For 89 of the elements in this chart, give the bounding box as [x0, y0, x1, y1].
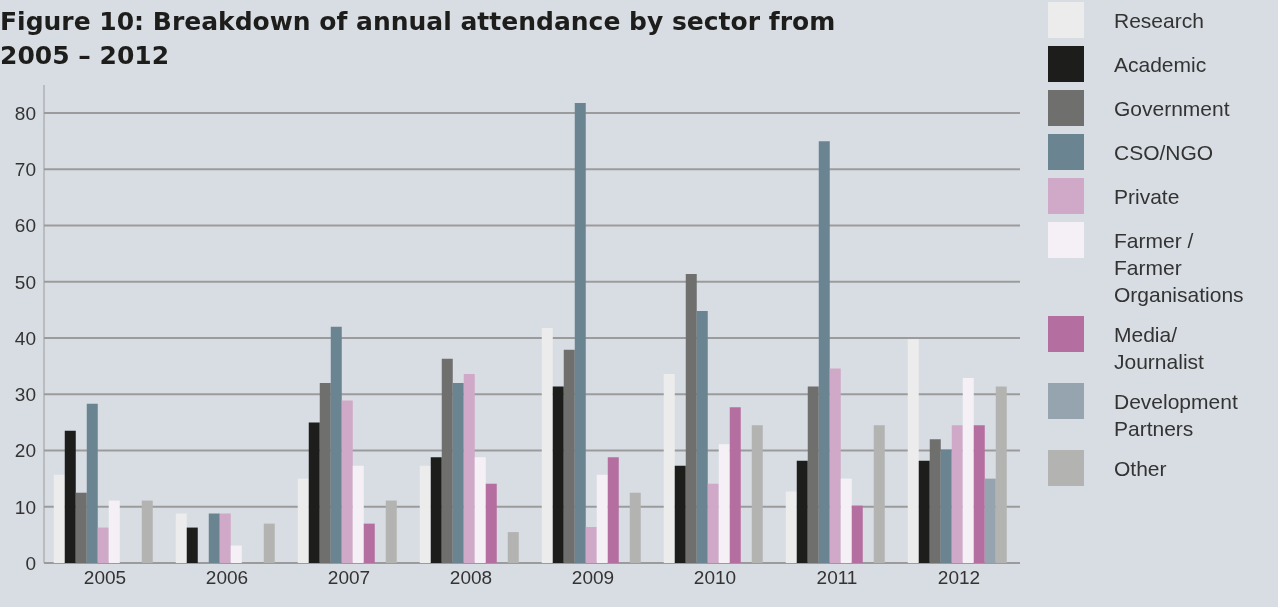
bar	[86, 403, 98, 563]
bar	[984, 478, 996, 563]
bar	[319, 383, 331, 563]
legend-label: Other	[1114, 456, 1168, 482]
bar	[918, 460, 930, 563]
bar	[219, 513, 231, 563]
x-tick-label: 2009	[571, 567, 615, 589]
bar	[363, 523, 375, 563]
x-tick-label: 2005	[83, 567, 127, 589]
bar	[585, 527, 597, 563]
bar	[53, 474, 65, 563]
y-tick-label: 50	[14, 271, 36, 293]
y-tick-label: 60	[14, 215, 36, 237]
bar	[175, 513, 187, 563]
bar	[341, 400, 353, 563]
y-tick-label: 40	[14, 327, 36, 349]
bar	[663, 374, 675, 563]
x-tick-label: 2010	[693, 567, 737, 589]
bar	[64, 430, 76, 563]
bar	[563, 349, 575, 563]
y-tick-label: 80	[14, 102, 36, 124]
bar	[97, 527, 109, 563]
bar	[951, 425, 963, 563]
bar	[718, 444, 730, 563]
bar	[297, 478, 309, 563]
legend-label: Academic	[1114, 52, 1208, 78]
bar	[629, 492, 641, 563]
bar	[818, 141, 830, 563]
x-tick-label: 2007	[327, 567, 371, 589]
bar	[829, 368, 841, 563]
bar	[308, 422, 320, 563]
legend-label: Research	[1114, 8, 1205, 34]
bar	[230, 545, 242, 563]
y-tick-label: 20	[14, 440, 36, 462]
legend-label: Government	[1114, 96, 1231, 122]
bar	[419, 465, 431, 563]
bar	[430, 457, 442, 563]
bar	[851, 505, 863, 563]
bar	[785, 491, 797, 563]
bar	[463, 374, 475, 563]
bar	[940, 449, 952, 563]
bar	[962, 377, 974, 563]
bar	[596, 474, 608, 563]
y-tick-label: 10	[14, 496, 36, 518]
bar	[441, 358, 453, 563]
bar	[507, 532, 519, 563]
x-tick-label: 2011	[816, 567, 858, 589]
bar	[840, 478, 852, 563]
bar	[485, 483, 497, 563]
bar	[973, 425, 985, 563]
bar	[751, 425, 763, 563]
bar	[674, 465, 686, 563]
bar	[552, 386, 564, 563]
bar	[685, 273, 697, 563]
bar	[141, 500, 153, 563]
bar	[907, 339, 919, 563]
bar	[995, 386, 1007, 563]
bar	[330, 326, 342, 563]
legend-label: Development Partners	[1114, 389, 1239, 442]
y-tick-label: 30	[14, 384, 36, 406]
bar	[208, 513, 220, 563]
bar	[452, 383, 464, 563]
bar	[574, 103, 586, 563]
bar	[385, 500, 397, 563]
bar	[474, 457, 486, 563]
legend-label: CSO/NGO	[1114, 140, 1215, 166]
bar	[729, 407, 741, 563]
bar	[75, 492, 87, 563]
chart-title: Figure 10: Breakdown of annual attendance by sector from 2005 – 2012	[0, 6, 837, 72]
x-tick-label: 2012	[937, 567, 981, 589]
bar	[707, 483, 719, 563]
legend-label: Private	[1114, 184, 1181, 210]
x-tick-label: 2008	[449, 567, 493, 589]
bar	[607, 457, 619, 563]
bar	[186, 527, 198, 563]
bar	[807, 386, 819, 563]
y-tick-label: 0	[25, 552, 36, 574]
y-tick-label: 70	[14, 159, 36, 181]
bar	[929, 439, 941, 563]
bar	[541, 327, 553, 563]
x-tick-label: 2006	[205, 567, 249, 589]
legend-label: Farmer / Farmer Organisations	[1114, 228, 1245, 308]
bar	[696, 311, 708, 563]
legend-label: Media/ Journalist	[1114, 322, 1205, 375]
bar	[796, 460, 808, 563]
bar	[873, 425, 885, 563]
bar	[108, 500, 120, 563]
bar	[263, 523, 275, 563]
bar	[352, 465, 364, 563]
